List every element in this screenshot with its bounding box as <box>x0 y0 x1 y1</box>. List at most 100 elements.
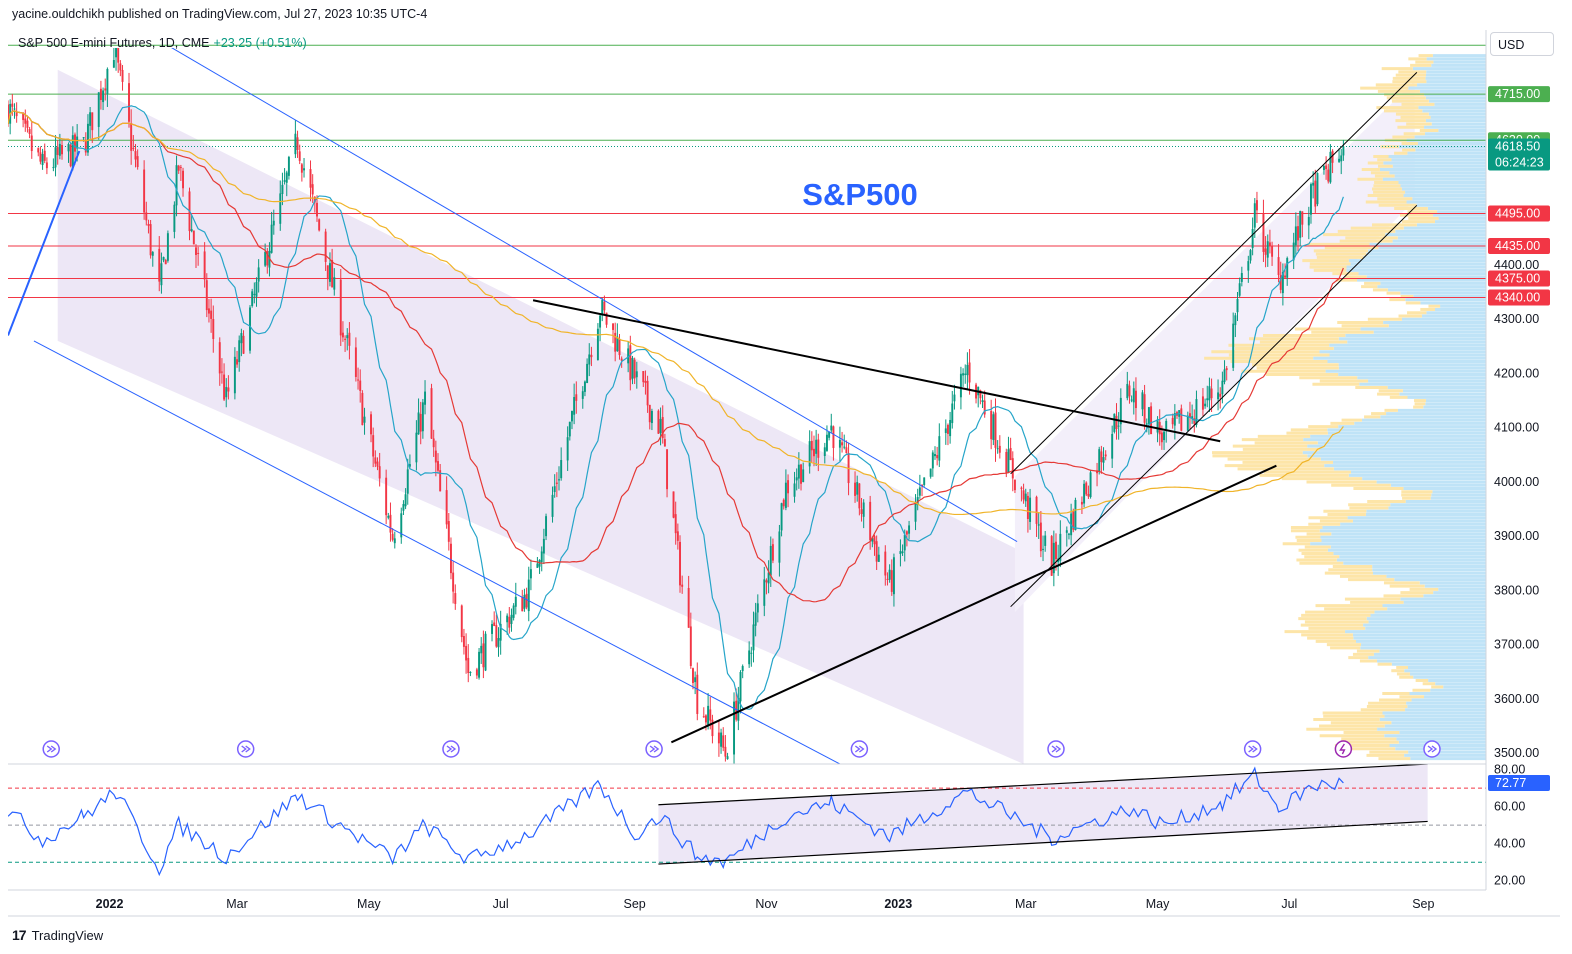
candle-body <box>203 251 206 280</box>
tradingview-footer[interactable]: 17 TradingView <box>12 927 103 943</box>
level-label-text: 4340.00 <box>1495 291 1540 305</box>
candle-body <box>1115 415 1118 430</box>
time-tick-label: Sep <box>1412 897 1434 911</box>
candle-body <box>1201 396 1204 410</box>
level-label-text: 4435.00 <box>1495 239 1540 253</box>
candle-body <box>1225 368 1228 371</box>
candle-body <box>998 445 1001 453</box>
candle-body <box>175 165 178 206</box>
candle-body <box>560 460 563 479</box>
candle-body <box>324 231 327 262</box>
candle-body <box>914 502 917 522</box>
split-event-icon[interactable] <box>1334 740 1353 758</box>
candle-body <box>949 419 952 437</box>
candle-body <box>735 700 738 720</box>
currency-button[interactable]: USD <box>1490 32 1554 56</box>
candle-body <box>553 486 556 493</box>
candle-body <box>249 307 251 351</box>
candle-body <box>270 224 273 253</box>
candle-body <box>793 483 796 497</box>
candle-body <box>817 439 820 458</box>
candle-body <box>1113 413 1116 432</box>
candle-body <box>1029 497 1032 522</box>
chart-title: S&P500 <box>802 177 917 212</box>
candle-body <box>750 652 753 654</box>
candle-body <box>1171 417 1174 425</box>
candle-body <box>1126 383 1129 399</box>
time-tick-label: Nov <box>755 897 778 911</box>
candle-body <box>61 145 63 155</box>
candle-body <box>1264 248 1267 255</box>
candle-body <box>888 569 891 580</box>
candle-body <box>1059 533 1062 561</box>
time-tick-label: Mar <box>226 897 248 911</box>
time-tick-label: 2022 <box>96 897 124 911</box>
price-tick-label: 4200.00 <box>1494 366 1539 380</box>
candle-body <box>659 418 662 434</box>
candle-body <box>160 263 163 286</box>
dividend-glyph <box>1051 745 1062 753</box>
candle-body <box>506 615 509 623</box>
candle-body <box>117 48 120 63</box>
candle-body <box>1223 369 1226 382</box>
candle-body <box>1024 493 1027 502</box>
candle-body <box>661 417 664 439</box>
candle-body <box>823 447 826 457</box>
candle-body <box>1007 449 1010 473</box>
dividend-glyph <box>854 745 865 753</box>
candle-body <box>681 584 684 587</box>
candle-body <box>493 622 496 627</box>
candle-body <box>825 434 828 451</box>
candle-body <box>1145 423 1148 425</box>
candle-body <box>1026 495 1029 519</box>
candle-body <box>756 603 759 613</box>
candle-body <box>1119 397 1122 425</box>
candle-body <box>1327 169 1330 182</box>
candle-body <box>934 454 936 457</box>
candle-body <box>309 169 312 188</box>
candle-body <box>672 491 675 518</box>
price-tick-label: 3700.00 <box>1494 638 1539 652</box>
candle-body <box>197 252 200 254</box>
candle-body <box>542 538 545 554</box>
candle-body <box>11 103 14 107</box>
candle-body <box>1085 482 1088 495</box>
candle-body <box>121 69 124 82</box>
rsi-channel-upper-line <box>658 764 1428 806</box>
candle-body <box>808 441 811 467</box>
candle-body <box>1055 541 1057 560</box>
candle-body <box>225 387 228 398</box>
candle-body <box>24 118 27 124</box>
downtrend-channel-upper-line <box>171 48 1018 543</box>
price-change: +23.25 (+0.51%) <box>213 36 307 50</box>
candle-body <box>145 212 148 221</box>
candle-body <box>724 746 727 757</box>
dividend-glyph <box>1248 745 1258 753</box>
candle-body <box>462 636 465 647</box>
time-tick-label: Jul <box>493 897 509 911</box>
candle-body <box>419 413 422 432</box>
split-glyph <box>1339 743 1346 755</box>
candle-body <box>37 148 40 153</box>
candle-body <box>1020 487 1023 489</box>
candle-body <box>406 469 409 494</box>
candle-body <box>748 650 751 665</box>
level-label-box <box>1488 289 1550 306</box>
candle-body <box>104 88 107 91</box>
tradingview-logo-icon: 17 <box>12 927 27 943</box>
candle-body <box>1080 501 1083 505</box>
candle-body <box>603 301 606 311</box>
candle-body <box>106 68 109 95</box>
candle-body <box>1292 242 1295 261</box>
candle-body <box>1255 200 1258 211</box>
candle-body <box>709 709 712 721</box>
rsi-tick-label: 60.00 <box>1494 800 1525 814</box>
candle-body <box>147 223 150 226</box>
candle-body <box>136 156 139 168</box>
candle-body <box>415 432 418 463</box>
candle-body <box>318 219 321 231</box>
candle-body <box>158 248 161 282</box>
candle-body <box>527 579 530 612</box>
candle-body <box>13 108 16 110</box>
